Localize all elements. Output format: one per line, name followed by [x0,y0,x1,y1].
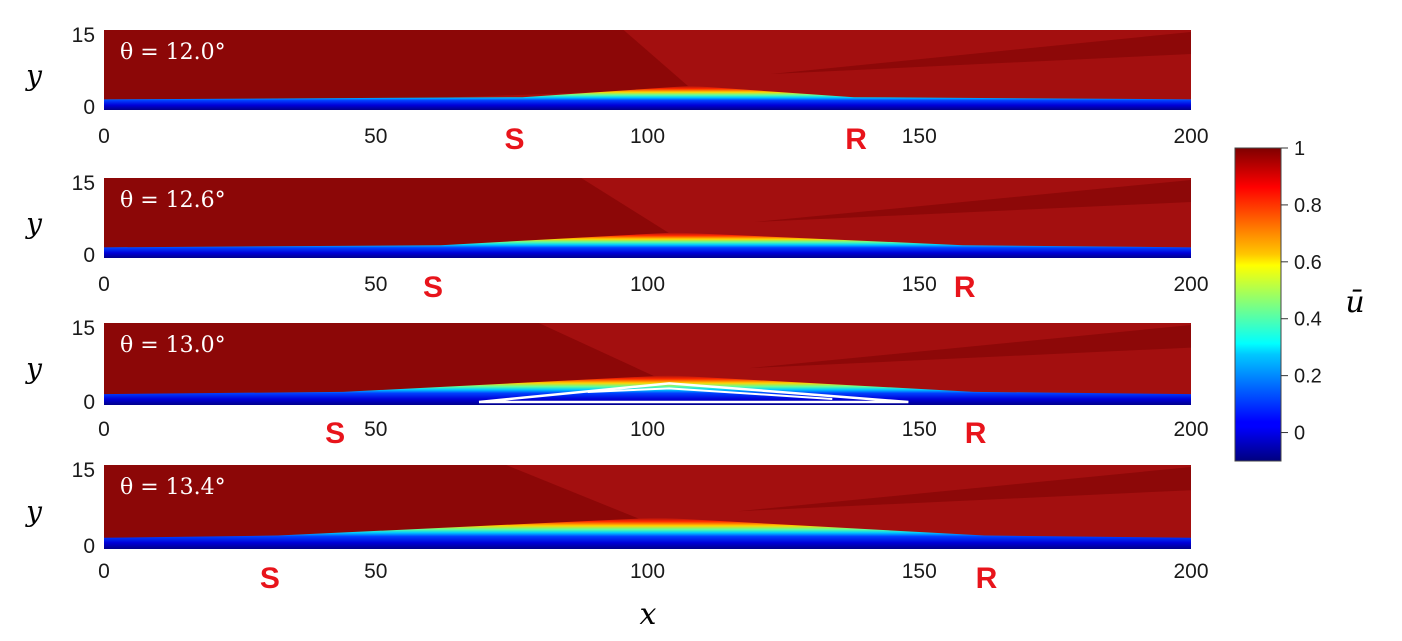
y-axis-label: y [24,207,43,240]
y-axis-label: y [24,59,43,92]
reflected-shock-band [754,180,1191,222]
y-tick-label: 15 [72,172,95,195]
y-tick-label: 0 [83,391,95,414]
y-tick-label: 15 [72,317,95,340]
y-axis-label: y [24,352,43,385]
colorbar-tick-label: 0 [1294,423,1305,445]
x-tick-label: 50 [364,560,387,583]
colorbar-tick-label: 0.2 [1294,366,1322,388]
x-tick-label: 200 [1173,273,1208,296]
reflected-shock-band [749,325,1191,369]
x-tick-label: 50 [364,273,387,296]
panel-angle-label: θ = 12.6° [120,188,226,213]
x-tick-label: 50 [364,125,387,148]
colorbar-label: ū [1345,285,1364,320]
reattachment-marker: R [954,271,976,304]
x-tick-label: 200 [1173,560,1208,583]
reattachment-marker: R [845,123,867,156]
boundary-layer [104,85,1191,110]
x-axis-label: x [640,597,657,632]
boundary-layer [104,232,1191,258]
separation-marker: S [325,417,345,450]
separation-marker: S [260,562,280,595]
x-tick-label: 100 [630,125,665,148]
x-tick-label: 50 [364,418,387,441]
recirculation-streamline [478,382,909,404]
colorbar-tick-label: 1 [1294,138,1305,160]
reattachment-marker: R [965,417,987,450]
colorbar-ticks: 1 0.8 0.6 0.4 0.2 0 [1281,138,1322,445]
x-tick-label: 100 [630,418,665,441]
y-tick-label: 15 [72,459,95,482]
reflected-shock-band [738,467,1191,512]
separation-marker: S [504,123,524,156]
x-tick-label: 100 [630,273,665,296]
colorbar: 1 0.8 0.6 0.4 0.2 0 ū [1234,138,1365,462]
separation-marker: S [423,271,443,304]
x-tick-label: 0 [98,418,110,441]
reflected-shock-band [770,32,1191,74]
x-tick-label: 200 [1173,125,1208,148]
reattachment-marker: R [976,562,998,595]
x-tick-label: 150 [902,125,937,148]
boundary-layer [104,517,1191,549]
panel-angle-label: θ = 13.4° [120,475,226,500]
colorbar-gradient [1234,147,1282,462]
x-tick-label: 150 [902,418,937,441]
x-tick-label: 0 [98,125,110,148]
colorbar-tick-label: 0.8 [1294,195,1322,217]
panel-angle-label: θ = 12.0° [120,40,226,65]
colorbar-tick-label: 0.6 [1294,252,1322,274]
x-tick-label: 150 [902,273,937,296]
colorbar-tick-label: 0.4 [1294,309,1322,331]
y-tick-label: 0 [83,96,95,119]
y-tick-label: 0 [83,244,95,267]
recirculation-streamline-inner [587,387,833,400]
x-tick-label: 100 [630,560,665,583]
incident-shock-region [104,178,675,258]
panel-angle-label: θ = 13.0° [120,333,226,358]
x-tick-label: 0 [98,560,110,583]
x-tick-label: 150 [902,560,937,583]
y-tick-label: 0 [83,535,95,558]
x-tick-label: 200 [1173,418,1208,441]
y-tick-label: 15 [72,24,95,47]
y-axis-label: y [24,495,43,528]
x-tick-label: 0 [98,273,110,296]
incident-shock-region [104,30,691,110]
